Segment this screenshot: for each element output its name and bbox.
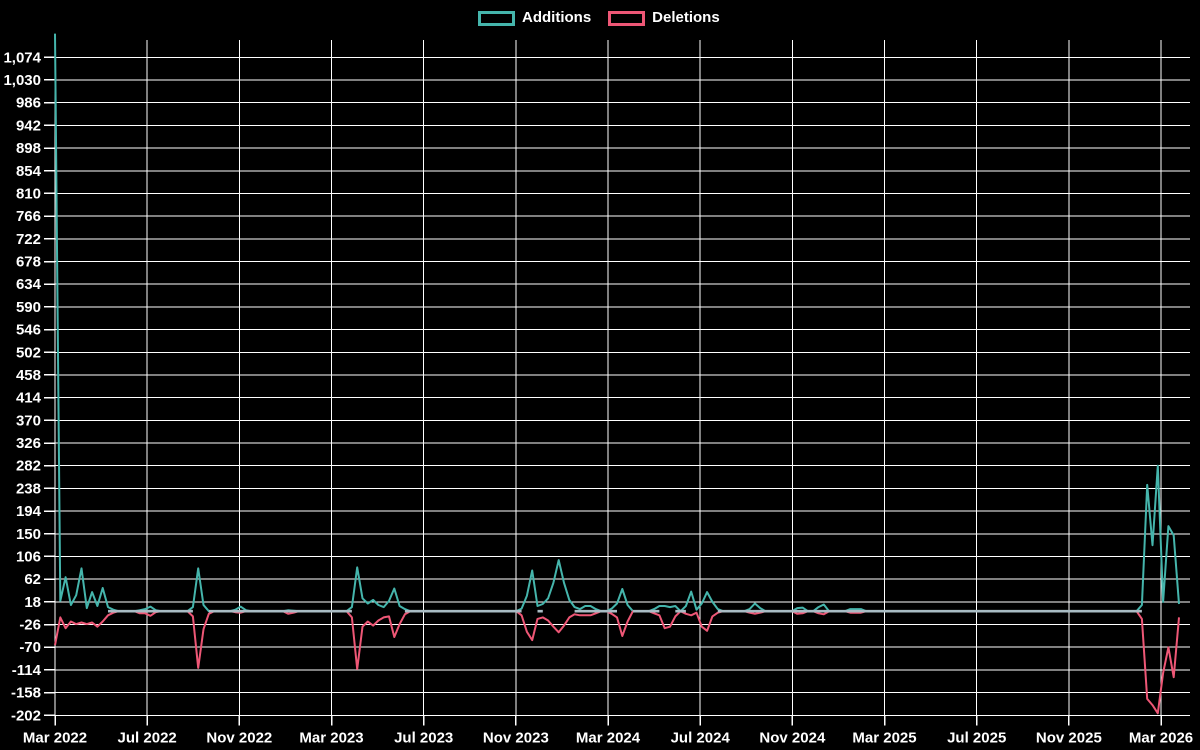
y-axis-tick-label: 678 bbox=[16, 254, 41, 271]
legend-label-additions: Additions bbox=[522, 9, 592, 26]
y-axis-tick-label: 458 bbox=[16, 367, 41, 384]
deletions-swatch-icon bbox=[608, 10, 646, 26]
y-axis-tick-label: 326 bbox=[16, 435, 41, 452]
deletions-line bbox=[54, 610, 1180, 715]
y-axis-tick-label: 898 bbox=[16, 140, 41, 157]
y-axis-tick-label: 766 bbox=[16, 208, 41, 225]
y-axis-tick-label: 150 bbox=[16, 526, 41, 543]
x-axis-tick-label: Jul 2025 bbox=[947, 729, 1006, 746]
y-axis-tick-label: -202 bbox=[11, 707, 41, 724]
legend-label-deletions: Deletions bbox=[652, 9, 720, 26]
y-axis-tick-label: 986 bbox=[16, 95, 41, 112]
x-axis-tick-label: Mar 2026 bbox=[1129, 729, 1193, 746]
y-axis-tick-label: 106 bbox=[16, 548, 41, 565]
y-axis-tick-label: 414 bbox=[16, 390, 42, 407]
y-axis-tick-label: 194 bbox=[16, 503, 42, 520]
y-axis-tick-label: 854 bbox=[16, 163, 42, 180]
legend-item-additions[interactable]: Additions bbox=[478, 8, 591, 28]
x-axis-tick-label: Jul 2024 bbox=[671, 729, 731, 746]
y-axis-tick-label: 238 bbox=[16, 480, 41, 497]
y-axis-tick-label: 18 bbox=[24, 594, 41, 611]
additions-swatch-icon bbox=[478, 10, 515, 26]
y-axis-tick-label: 502 bbox=[16, 344, 41, 361]
y-axis-tick-label: 810 bbox=[16, 185, 41, 202]
x-axis-tick-label: Mar 2024 bbox=[576, 729, 641, 746]
x-axis-tick-label: Mar 2022 bbox=[23, 729, 87, 746]
y-axis-tick-label: 590 bbox=[16, 299, 41, 316]
y-axis-tick-label: 62 bbox=[24, 571, 41, 588]
x-axis-tick-label: Jul 2023 bbox=[394, 729, 453, 746]
x-axis-tick-label: Nov 2022 bbox=[206, 729, 272, 746]
y-axis-tick-label: 634 bbox=[16, 276, 42, 293]
y-axis-tick-label: -114 bbox=[12, 662, 42, 679]
y-axis-tick-label: 546 bbox=[16, 322, 41, 339]
x-axis-tick-label: Mar 2025 bbox=[852, 729, 916, 746]
legend: Additions Deletions bbox=[478, 8, 720, 28]
y-axis-tick-label: -70 bbox=[19, 639, 41, 656]
x-axis-tick-label: Jul 2022 bbox=[118, 729, 177, 746]
y-axis-tick-label: 722 bbox=[16, 231, 41, 248]
y-axis-tick-label: 282 bbox=[16, 458, 41, 475]
y-axis-tick-label: 942 bbox=[16, 117, 41, 134]
y-axis-tick-label: 1,030 bbox=[3, 72, 41, 89]
y-axis-tick-label: 370 bbox=[16, 412, 41, 429]
x-axis-tick-label: Nov 2024 bbox=[759, 729, 826, 746]
additions-line bbox=[54, 33, 1180, 613]
y-axis-tick-label: 1,074 bbox=[3, 49, 41, 66]
legend-item-deletions[interactable]: Deletions bbox=[608, 8, 720, 28]
x-axis-tick-label: Mar 2023 bbox=[299, 729, 363, 746]
x-axis-tick-label: Nov 2025 bbox=[1036, 729, 1102, 746]
x-axis-tick-label: Nov 2023 bbox=[483, 729, 549, 746]
y-axis-tick-label: -158 bbox=[11, 685, 41, 702]
y-axis-tick-label: -26 bbox=[19, 617, 41, 634]
